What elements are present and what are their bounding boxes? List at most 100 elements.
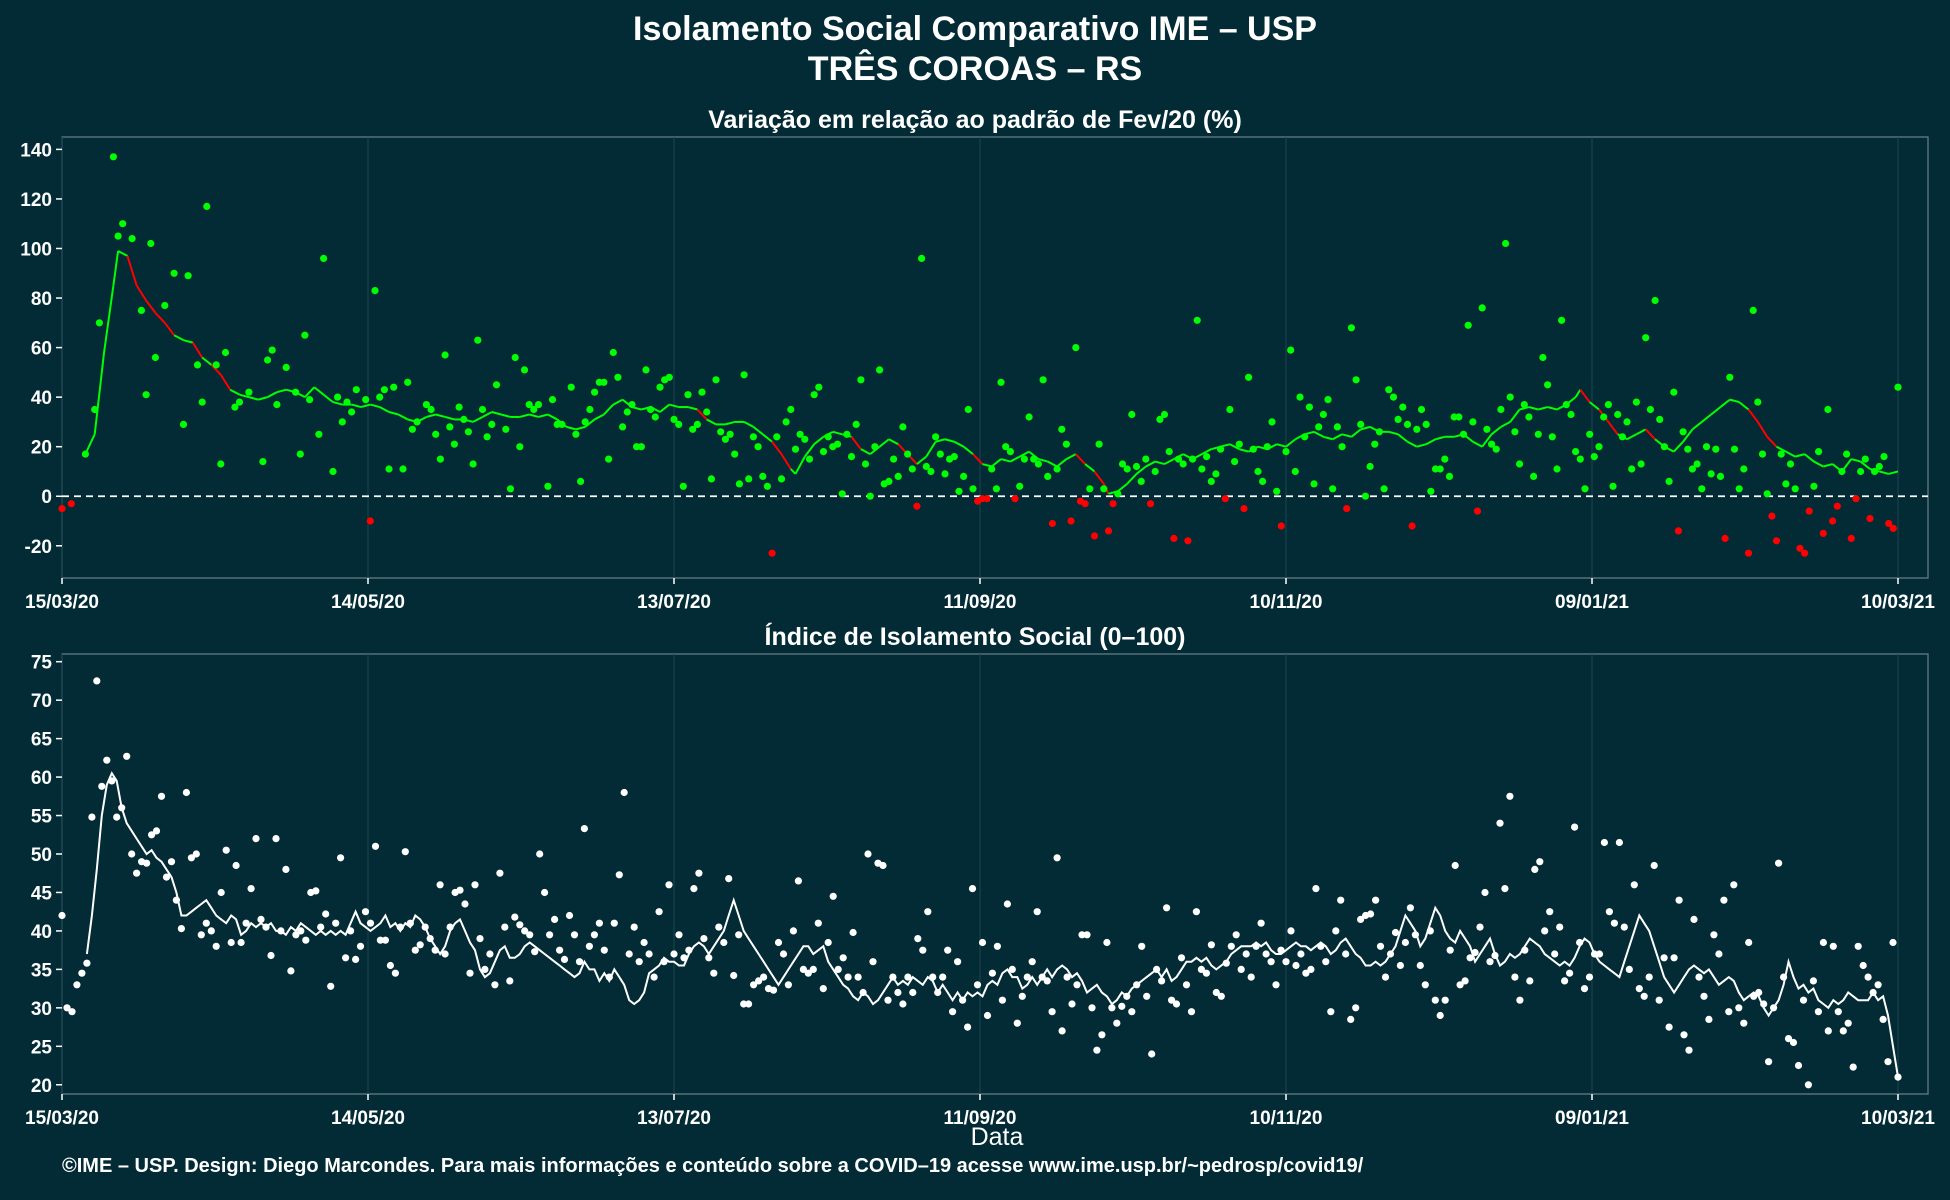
index-data-point xyxy=(436,881,444,889)
variation-trend-segment xyxy=(888,438,899,446)
index-data-point xyxy=(1138,942,1146,950)
variation-data-point xyxy=(1819,529,1827,538)
index-data-point xyxy=(1038,973,1046,981)
index-data-point xyxy=(869,958,877,966)
variation-data-point xyxy=(614,373,622,381)
variation-data-point xyxy=(217,460,225,468)
variation-data-point xyxy=(1684,445,1692,453)
index-data-point xyxy=(496,869,504,877)
index-data-point xyxy=(1372,896,1380,904)
variation-data-point xyxy=(1048,519,1056,528)
variation-trend-segment xyxy=(1126,473,1138,485)
variation-trend-segment xyxy=(435,413,446,418)
variation-data-point xyxy=(1301,433,1309,441)
index-data-point xyxy=(177,925,185,933)
variation-data-point xyxy=(1632,398,1640,406)
index-data-point xyxy=(426,935,434,943)
variation-data-point xyxy=(520,366,529,374)
index-x-tick-label: 10/03/21 xyxy=(1861,1108,1935,1129)
variation-data-point xyxy=(1838,467,1846,476)
variation-data-point xyxy=(866,492,874,500)
variation-trend-segment xyxy=(1047,460,1058,468)
index-data-point xyxy=(152,827,161,835)
index-data-point xyxy=(1571,823,1579,831)
index-data-point xyxy=(401,848,409,856)
index-data-point xyxy=(501,923,509,931)
index-data-point xyxy=(1093,1046,1101,1054)
index-plot-frame xyxy=(61,653,1929,1095)
variation-data-point xyxy=(1735,485,1743,493)
variation-data-point xyxy=(1618,433,1626,441)
variation-trend-segment xyxy=(804,443,815,458)
variation-data-point xyxy=(955,487,963,495)
index-data-point xyxy=(526,931,534,939)
index-data-point xyxy=(829,892,837,900)
variation-trend-segment xyxy=(575,425,586,431)
variation-trend-segment xyxy=(1710,406,1722,416)
index-y-tick-label: 60 xyxy=(31,768,52,789)
variation-data-point xyxy=(170,269,178,277)
index-data-point xyxy=(551,915,559,924)
variation-data-point xyxy=(511,353,519,362)
variation-data-point xyxy=(301,331,309,339)
variation-trend-segment xyxy=(1776,445,1787,453)
variation-data-point xyxy=(474,336,482,344)
index-data-point xyxy=(1043,977,1051,985)
variation-data-point xyxy=(1829,517,1837,525)
index-data-point xyxy=(1849,1063,1857,1071)
index-data-point xyxy=(317,923,325,931)
variation-data-point xyxy=(1044,472,1052,480)
variation-trend-segment xyxy=(267,391,278,399)
index-data-point xyxy=(103,756,111,764)
variation-trend-segment xyxy=(538,413,549,418)
variation-trend-segment xyxy=(370,403,380,409)
variation-data-point xyxy=(1843,450,1851,458)
index-data-point xyxy=(839,954,847,962)
variation-trend-segment xyxy=(1803,453,1815,463)
variation-data-point xyxy=(1861,455,1869,463)
index-data-point xyxy=(1128,1008,1136,1016)
variation-data-point xyxy=(1156,415,1164,423)
variation-data-point xyxy=(1740,465,1748,473)
index-data-point xyxy=(1033,908,1041,916)
variation-data-point xyxy=(1179,460,1187,468)
variation-data-point xyxy=(1567,410,1575,419)
index-data-point xyxy=(337,854,345,862)
variation-data-point xyxy=(1277,522,1285,530)
index-data-point xyxy=(690,885,698,893)
index-data-point xyxy=(1421,981,1429,989)
variation-data-point xyxy=(1716,472,1725,480)
variation-x-tick-label: 14/05/20 xyxy=(331,592,405,613)
index-data-point xyxy=(217,888,225,897)
variation-data-point xyxy=(1123,465,1131,473)
variation-data-point xyxy=(642,366,650,374)
index-data-point xyxy=(959,996,967,1004)
index-data-point xyxy=(1207,941,1215,949)
index-data-point xyxy=(1506,792,1514,800)
variation-data-point xyxy=(619,423,627,431)
index-data-point xyxy=(1625,965,1633,974)
variation-data-point xyxy=(1086,485,1094,493)
index-data-point xyxy=(1635,985,1643,993)
index-data-point xyxy=(864,850,872,858)
index-data-point xyxy=(585,942,594,950)
variation-data-point xyxy=(320,254,328,262)
variation-trend-segment xyxy=(1276,443,1287,448)
index-y-tick-label: 70 xyxy=(31,691,52,712)
variation-data-point xyxy=(1072,344,1080,352)
index-data-point xyxy=(1267,958,1275,966)
index-data-point xyxy=(118,804,126,812)
variation-trend-segment xyxy=(1201,448,1212,456)
variation-data-point xyxy=(1436,465,1444,473)
variation-trend-segment xyxy=(248,396,259,401)
index-data-point xyxy=(1620,923,1628,931)
index-data-point xyxy=(1237,965,1245,974)
index-data-point xyxy=(640,938,648,947)
index-data-point xyxy=(655,908,663,916)
index-data-point xyxy=(1262,950,1270,958)
variation-trend-segment xyxy=(173,334,184,342)
variation-data-point xyxy=(1889,524,1897,533)
variation-trend-segment xyxy=(1851,458,1861,463)
index-data-point xyxy=(595,919,604,927)
